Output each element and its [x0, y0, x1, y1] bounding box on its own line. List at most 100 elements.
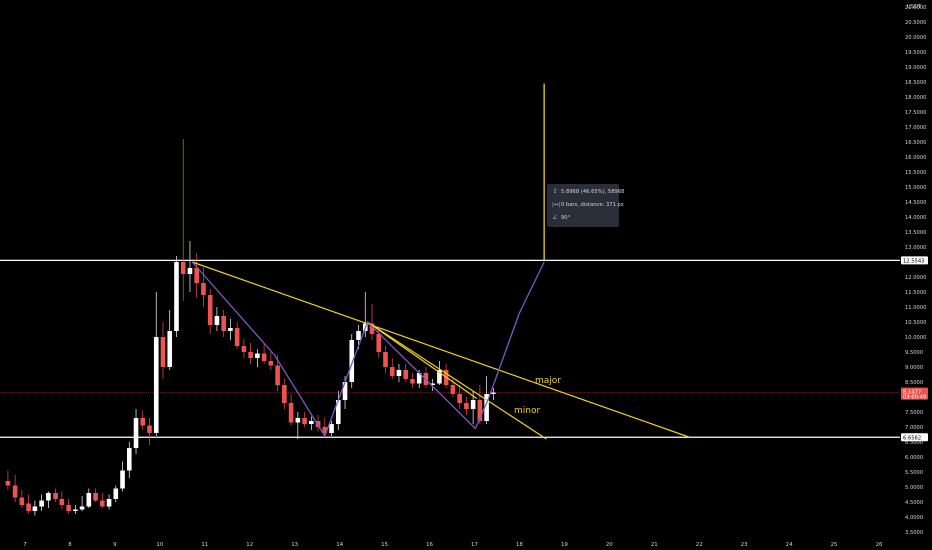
time-axis[interactable]: 7 8 9 10 11 12 13 14 15 16 17 18 19 20 21 22 23 24 25 26 [23, 542, 883, 548]
price-tick-label: 11.5000 [905, 290, 926, 296]
wave-projection-path[interactable] [191, 261, 545, 438]
candle-body [106, 499, 112, 507]
candle-body [261, 353, 267, 361]
horizontal-lines[interactable] [0, 259, 900, 438]
price-tick-label: 19.5000 [905, 50, 926, 56]
price-tick-label: 10.0000 [905, 335, 926, 341]
price-axis[interactable]: 21.0000 20.5000 20.0000 19.5000 19.0000 18.50… [905, 5, 926, 536]
candle-body [194, 268, 199, 283]
price-tick-label: 5.0000 [905, 485, 923, 491]
price-tick-label: 12.0000 [905, 275, 926, 281]
price-tick-label: 4.5000 [905, 500, 923, 506]
candle-body [79, 506, 85, 510]
price-tick-label: 14.0000 [905, 215, 926, 221]
price-tick-label: 8.5000 [905, 380, 923, 386]
time-tick-label: 19 [561, 542, 568, 548]
price-tick-label: 17.0000 [905, 125, 926, 131]
price-tick-label: 13.5000 [905, 230, 926, 236]
candle-body [174, 262, 179, 331]
price-tick-label: 15.5000 [905, 170, 926, 176]
candle-body [410, 379, 415, 384]
candle-body [349, 340, 355, 382]
candle-body [457, 394, 462, 403]
candle-body [302, 418, 307, 424]
price-tick-label: 17.5000 [905, 110, 926, 116]
candle-body [342, 382, 348, 400]
time-tick-label: 24 [786, 542, 793, 548]
candle-body [12, 485, 18, 498]
time-tick-label: 23 [741, 542, 748, 548]
price-tick-label: 14.5000 [905, 200, 926, 206]
time-tick-label: 26 [876, 542, 883, 548]
price-tick-label: 21.0000 [905, 5, 926, 11]
level-price-tag [901, 433, 928, 442]
price-tick-label: 6.5000 [905, 440, 923, 446]
candle-body [369, 323, 375, 334]
candle-body [126, 448, 132, 471]
price-tick-label: 3.5000 [905, 530, 923, 536]
time-tick-label: 25 [831, 542, 838, 548]
candle-body [214, 316, 220, 325]
candle-body [113, 488, 119, 499]
time-tick-label: 8 [68, 542, 72, 548]
price-tick-label: 11.0000 [905, 305, 926, 311]
candle-body [153, 337, 159, 433]
level-price-tag-text: 12.5543 [903, 258, 924, 264]
candle-body [484, 394, 489, 421]
candle-body [275, 365, 280, 385]
current-price-tag [901, 387, 928, 400]
candle-body [477, 400, 483, 421]
candle-body [39, 500, 44, 507]
currency-label: USDT [907, 4, 922, 10]
current-price-tag-text: 8.1477 [903, 390, 921, 396]
candle-body [147, 425, 152, 433]
candle-body [120, 470, 125, 489]
drawings[interactable] [191, 83, 691, 440]
level-price-tag [901, 256, 928, 265]
tooltip-bars-text: 0 bars, distance: 371 px [561, 202, 624, 208]
bars-range-icon: |↔| [552, 202, 561, 208]
candle-body [32, 506, 38, 511]
price-tick-label: 7.5000 [905, 410, 923, 416]
candle-body [322, 427, 328, 433]
candle-body [255, 353, 260, 358]
candle-body [248, 352, 253, 358]
minor-trendline[interactable] [367, 321, 547, 440]
price-tick-label: 9.5000 [905, 350, 923, 356]
price-tick-label: 20.5000 [905, 20, 926, 26]
time-tick-label: 15 [381, 542, 388, 548]
candle-body [73, 509, 78, 511]
tooltip-price-row: ↧ 5.8968 (46.65%), 58968 [552, 189, 625, 195]
candle-body [470, 400, 476, 409]
candle-body [383, 352, 388, 367]
candle-body [268, 361, 274, 366]
time-tick-label: 12 [246, 542, 253, 548]
price-tick-label: 15.0000 [905, 185, 926, 191]
time-tick-label: 18 [516, 542, 523, 548]
candle-body [93, 493, 98, 501]
candle-body [356, 331, 361, 340]
candle-body [295, 418, 301, 423]
trendline[interactable] [367, 321, 478, 399]
candle-body [288, 403, 294, 423]
price-tick-label: 18.0000 [905, 95, 926, 101]
candle-body [241, 346, 247, 352]
price-tick-label: 20.0000 [905, 35, 926, 41]
time-tick-label: 11 [201, 542, 208, 548]
candle-body [309, 421, 314, 424]
price-tick-label: 6.0000 [905, 455, 923, 461]
candle-body [437, 370, 442, 384]
candle-body [140, 418, 146, 426]
price-tick-label: 18.5000 [905, 80, 926, 86]
candle-body [416, 373, 422, 384]
time-tick-label: 20 [606, 542, 613, 548]
candle-body [282, 385, 287, 403]
price-tick-label: 4.0000 [905, 515, 923, 521]
major-trendline[interactable] [192, 261, 691, 439]
measure-tooltip: ↧ 5.8968 (46.65%), 58968 |↔| 0 bars, dis… [547, 184, 624, 227]
tooltip-price-text: 5.8968 (46.65%), 58968 [561, 189, 625, 195]
price-tick-label: 16.0000 [905, 155, 926, 161]
